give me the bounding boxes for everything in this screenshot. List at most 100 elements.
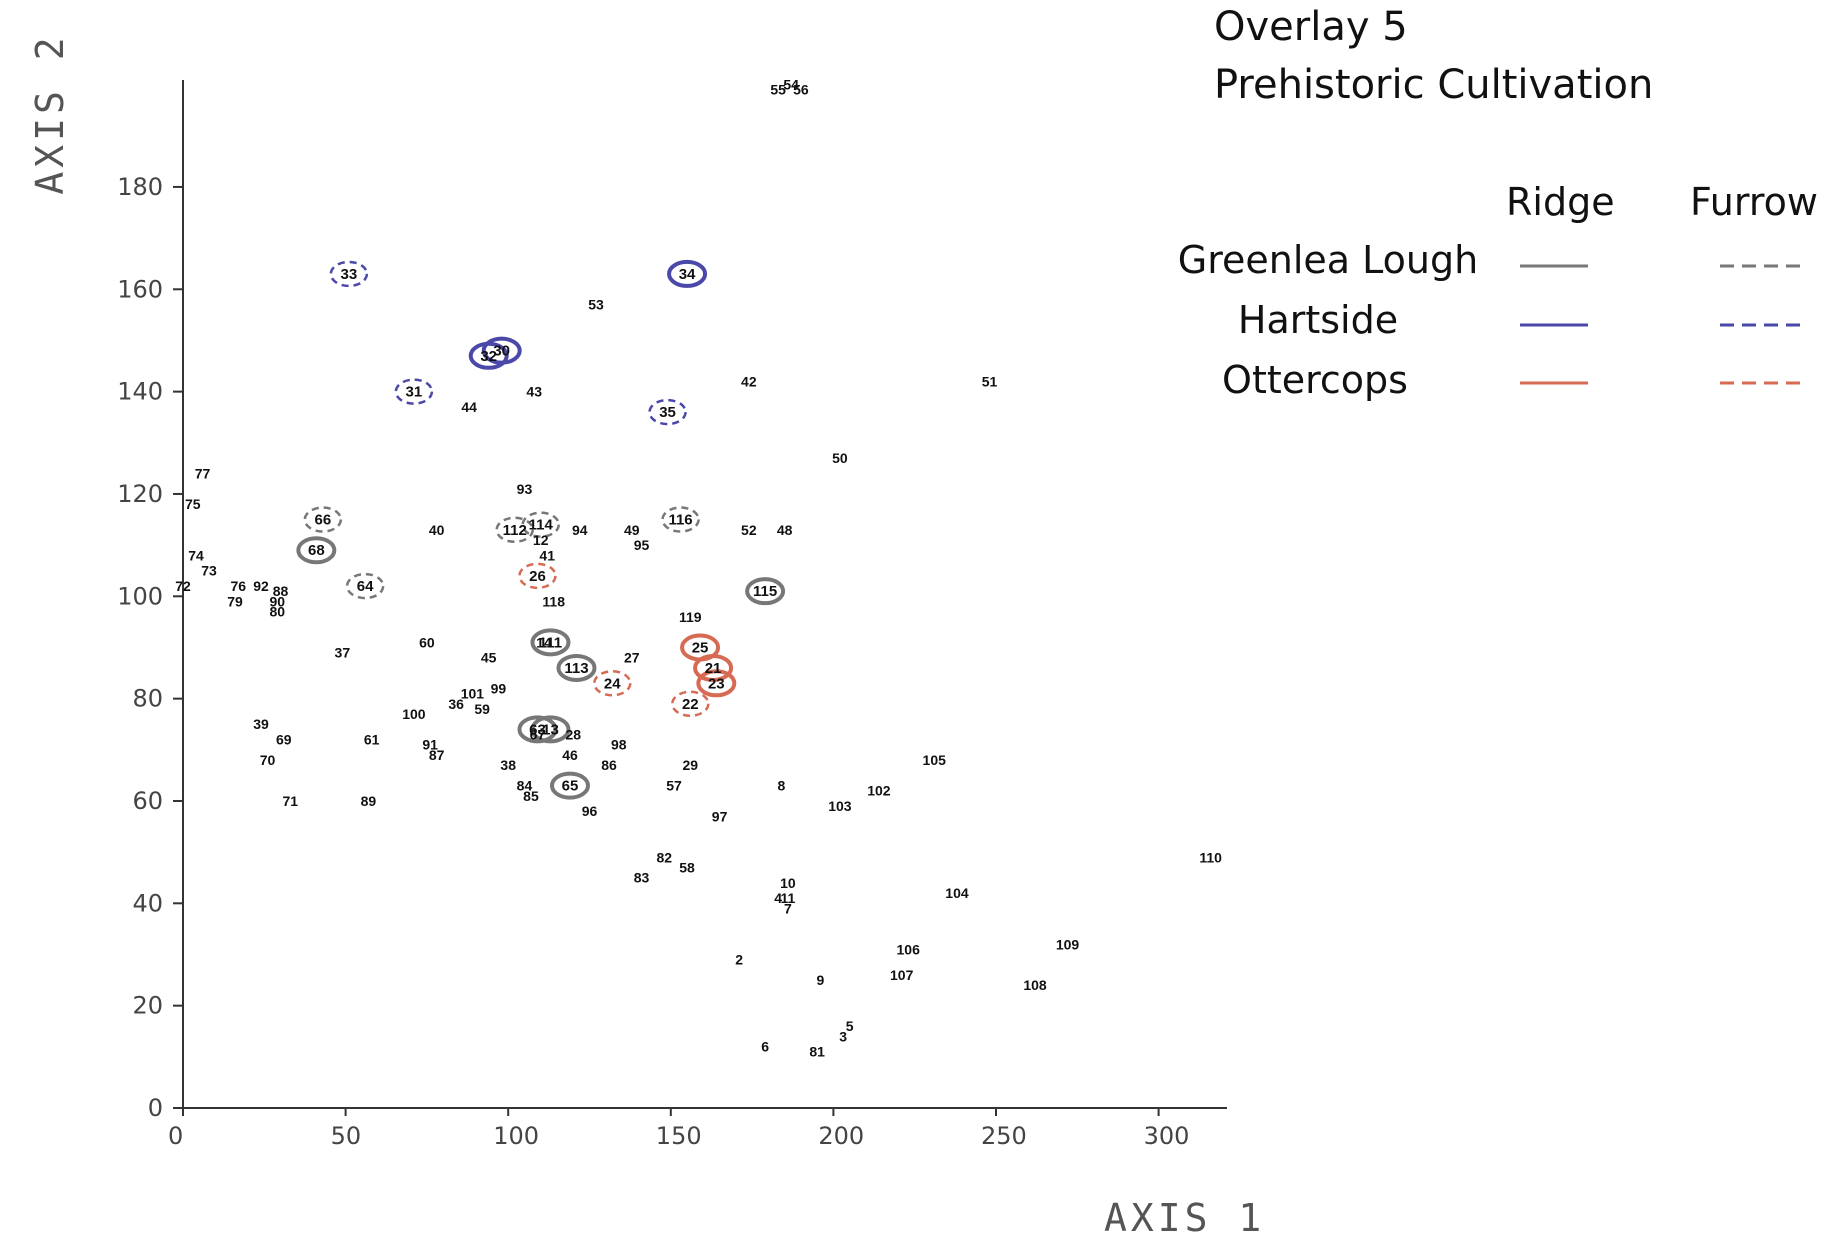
- highlight-111: [530, 628, 571, 657]
- point-69: 69: [276, 732, 292, 748]
- point-72: 72: [175, 578, 191, 594]
- point-73: 73: [201, 563, 217, 579]
- point-106: 106: [897, 941, 921, 957]
- point-2: 2: [735, 952, 743, 968]
- y-tick-label: 120: [117, 480, 163, 508]
- point-7: 7: [784, 900, 792, 916]
- point-79: 79: [227, 593, 243, 609]
- highlight-24: [593, 670, 632, 697]
- highlight-13: [530, 715, 571, 744]
- point-3: 3: [839, 1028, 847, 1044]
- point-89: 89: [361, 793, 377, 809]
- point-27: 27: [624, 650, 640, 666]
- point-5: 5: [846, 1018, 854, 1034]
- point-108: 108: [1023, 977, 1047, 993]
- point-100: 100: [402, 706, 426, 722]
- overlay-subtitle: Prehistoric Cultivation: [1214, 62, 1654, 108]
- highlight-114: [521, 511, 560, 538]
- point-6: 6: [761, 1039, 769, 1055]
- highlight-26: [518, 562, 557, 590]
- point-26: 26: [529, 568, 546, 585]
- point-35: 35: [659, 404, 676, 421]
- point-51: 51: [982, 373, 998, 389]
- point-10: 10: [780, 875, 796, 891]
- x-tick-label: 300: [1144, 1122, 1190, 1150]
- point-101: 101: [461, 686, 485, 702]
- point-116: 116: [668, 512, 692, 529]
- point-45: 45: [481, 650, 497, 666]
- y-tick-label: 80: [132, 685, 163, 713]
- point-54: 54: [783, 77, 799, 93]
- point-44: 44: [461, 399, 477, 415]
- highlight-112: [495, 516, 534, 544]
- point-33: 33: [341, 266, 358, 283]
- point-46: 46: [562, 747, 578, 763]
- point-52: 52: [741, 522, 757, 538]
- highlight-35: [648, 398, 687, 426]
- highlight-68: [296, 536, 337, 565]
- point-74: 74: [188, 547, 204, 563]
- point-30: 30: [493, 343, 510, 360]
- point-55: 55: [770, 82, 786, 98]
- x-tick-label: 250: [981, 1122, 1027, 1150]
- point-67: 67: [530, 726, 546, 742]
- axes: [182, 80, 1227, 1109]
- point-83: 83: [634, 870, 650, 886]
- highlight-66: [303, 506, 343, 533]
- point-8: 8: [777, 778, 785, 794]
- point-31: 31: [406, 384, 423, 401]
- point-119: 119: [679, 609, 702, 625]
- point-65: 65: [562, 778, 579, 795]
- highlight-113: [556, 653, 597, 682]
- point-92: 92: [253, 578, 269, 594]
- point-70: 70: [260, 752, 276, 768]
- point-11: 11: [780, 890, 795, 906]
- ticks: 0 50 100 150 200 250 3000204060801001201401601…: [117, 173, 1189, 1150]
- point-76: 76: [230, 578, 246, 594]
- point-75: 75: [185, 496, 201, 512]
- point-22: 22: [682, 696, 699, 713]
- point-63: 63: [529, 721, 546, 738]
- highlight-65: [549, 771, 590, 800]
- point-28: 28: [565, 726, 581, 742]
- point-29: 29: [683, 757, 699, 773]
- point-115: 115: [753, 583, 777, 600]
- x-tick-label: 0: [168, 1122, 183, 1150]
- legend-header-ridge: Ridge: [1506, 180, 1615, 224]
- point-110: 110: [1199, 849, 1222, 865]
- point-50: 50: [832, 450, 848, 466]
- point-58: 58: [679, 860, 695, 876]
- point-85: 85: [523, 788, 539, 804]
- point-36: 36: [448, 696, 464, 712]
- point-112: 112: [503, 522, 527, 539]
- overlay-title: Overlay 5: [1214, 4, 1408, 50]
- point-64: 64: [357, 578, 374, 595]
- point-37: 37: [335, 645, 351, 661]
- highlight-23: [696, 669, 737, 698]
- legend-ottercops: Ottercops: [1222, 358, 1408, 402]
- point-113: 113: [564, 660, 588, 677]
- point-93: 93: [517, 481, 533, 497]
- point-12: 12: [533, 532, 549, 548]
- point-21: 21: [705, 660, 722, 677]
- point-48: 48: [777, 522, 793, 538]
- point-102: 102: [867, 783, 891, 799]
- point-80: 80: [270, 604, 286, 620]
- y-tick-label: 20: [132, 992, 163, 1020]
- point-105: 105: [923, 752, 947, 768]
- point-57: 57: [666, 778, 682, 794]
- y-tick-label: 160: [117, 275, 163, 303]
- y-tick-label: 0: [148, 1094, 163, 1122]
- point-86: 86: [601, 757, 617, 773]
- point-98: 98: [611, 737, 627, 753]
- point-91: 91: [422, 737, 438, 753]
- point-9: 9: [816, 972, 824, 988]
- point-88: 88: [273, 583, 289, 599]
- y-axis-title: AXIS 2: [28, 33, 72, 195]
- highlight-22: [671, 690, 710, 718]
- point-107: 107: [890, 967, 914, 983]
- point-104: 104: [945, 885, 969, 901]
- point-103: 103: [828, 798, 852, 814]
- point-94: 94: [572, 522, 588, 538]
